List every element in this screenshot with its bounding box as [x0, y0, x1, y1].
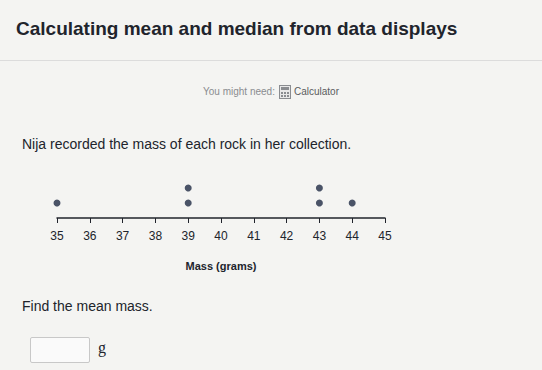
svg-text:43: 43 — [313, 229, 327, 243]
html-text:You might need:: You might need: — [203, 85, 275, 97]
svg-text:37: 37 — [116, 229, 130, 243]
html-text:Nija recorded the mass of each: Nija recorded the mass of each rock in h… — [22, 136, 352, 152]
svg-text:39: 39 — [182, 229, 196, 243]
svg-text:40: 40 — [214, 229, 228, 243]
svg-text:38: 38 — [149, 229, 163, 243]
svg-text:42: 42 — [280, 229, 294, 243]
svg-text:45: 45 — [378, 229, 392, 243]
svg-text:Mass (grams): Mass (grams) — [186, 260, 257, 272]
html-text:g: g — [98, 339, 106, 356]
html-text:Calculator: Calculator — [293, 85, 339, 97]
svg-text:35: 35 — [50, 229, 64, 243]
svg-text:36: 36 — [83, 229, 97, 243]
svg-text:44: 44 — [346, 229, 360, 243]
svg-text:41: 41 — [247, 229, 261, 243]
html-text:Find the mean mass.: Find the mean mass. — [22, 298, 153, 314]
html-text:Calculating mean and median fr: Calculating mean and median from data di… — [16, 18, 458, 39]
